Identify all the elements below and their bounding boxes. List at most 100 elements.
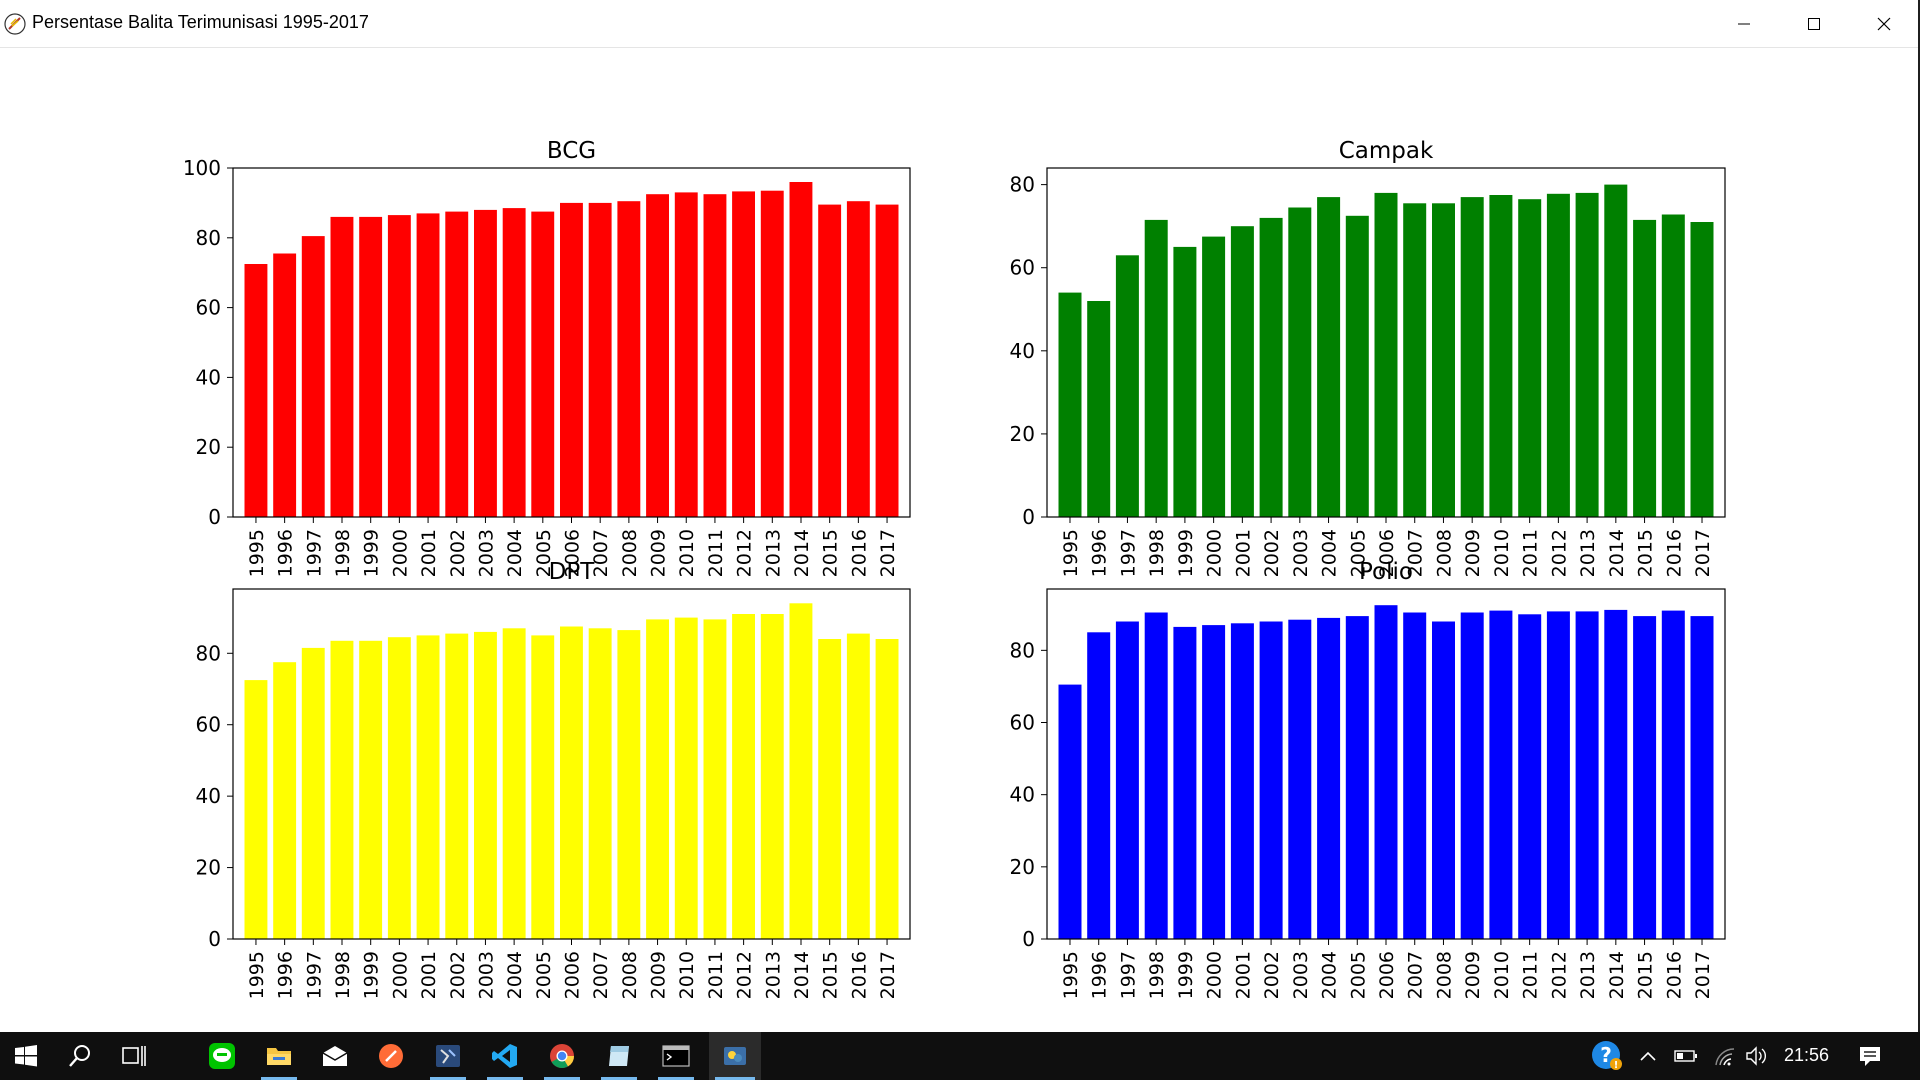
taskbar-app-vscode[interactable] <box>481 1032 529 1080</box>
x-tick-label: 2008 <box>1434 951 1456 999</box>
bar-2012 <box>1546 193 1570 518</box>
bar-2006 <box>560 202 583 517</box>
x-tick-label: 2011 <box>1520 951 1542 999</box>
y-tick-label: 0 <box>1022 505 1035 529</box>
x-tick-label: 1997 <box>1117 529 1139 577</box>
volume-tray-button[interactable] <box>1735 1032 1779 1080</box>
x-tick-label: 1997 <box>303 951 325 999</box>
y-tick-label: 60 <box>1010 256 1035 280</box>
bar-1997 <box>301 236 325 517</box>
bar-2007 <box>588 202 612 517</box>
x-tick-label: 2007 <box>590 951 612 999</box>
wifi-icon <box>1715 1048 1735 1066</box>
bar-2006 <box>1374 605 1398 939</box>
y-tick-label: 40 <box>196 784 221 808</box>
python-feather-icon <box>4 13 26 35</box>
x-tick-label: 2011 <box>1520 529 1542 577</box>
x-tick-label: 1998 <box>332 529 354 577</box>
x-tick-label: 1999 <box>1175 529 1197 577</box>
taskbar-app-postman[interactable] <box>367 1032 415 1080</box>
search-icon <box>69 1045 90 1067</box>
help-tray-button[interactable]: ? ! <box>1583 1032 1631 1080</box>
subplot-bcg: 0 20 40 60 80 100 1995 1996 1997 1998 1999 2000 2001… <box>183 138 911 577</box>
minimize-button[interactable] <box>1709 0 1779 47</box>
x-tick-label: 2015 <box>820 951 842 999</box>
x-tick-label: 2014 <box>791 951 813 999</box>
x-tick-label: 2011 <box>705 529 727 577</box>
x-tick-label: 1998 <box>1146 951 1168 999</box>
x-tick-label: 2001 <box>1232 951 1254 999</box>
window-border <box>1918 0 1920 1032</box>
x-tick-label: 2000 <box>389 951 411 999</box>
x-tick-label: 2001 <box>1232 529 1254 577</box>
clock[interactable]: 21:56 <box>1784 1045 1830 1065</box>
maximize-button[interactable] <box>1779 0 1849 47</box>
y-tick-label: 60 <box>1010 711 1035 735</box>
bar-2017 <box>1690 616 1714 939</box>
y-tick-label: 20 <box>196 856 221 880</box>
bar-2012 <box>1546 611 1570 939</box>
bar-2013 <box>1575 192 1599 517</box>
x-tick-label: 2001 <box>418 951 440 999</box>
taskbar-app-explorer[interactable] <box>255 1032 303 1080</box>
bar-2007 <box>1403 203 1427 518</box>
bar-2004 <box>1317 617 1341 939</box>
bar-1996 <box>1087 632 1111 939</box>
bar-2016 <box>846 633 870 939</box>
x-tick-label: 2016 <box>1663 529 1685 577</box>
taskbar-app-sticky-notes[interactable] <box>595 1032 643 1080</box>
x-tick-label: 2000 <box>1204 529 1226 577</box>
taskbar-app-python[interactable] <box>709 1032 761 1080</box>
action-center-button[interactable] <box>1846 1032 1894 1080</box>
x-tick-label: 2015 <box>820 529 842 577</box>
x-tick-label: 2000 <box>1204 951 1226 999</box>
bar-2000 <box>1202 236 1226 517</box>
start-button[interactable] <box>2 1032 50 1080</box>
x-tick-label: 2012 <box>734 951 756 999</box>
taskbar-app-ssms[interactable] <box>424 1032 472 1080</box>
subplot-title: DPT <box>549 559 596 585</box>
taskbar-app-terminal[interactable] <box>652 1032 700 1080</box>
bar-1997 <box>1115 255 1139 518</box>
x-tick-label: 1996 <box>1089 529 1111 577</box>
volume-icon <box>1746 1046 1766 1066</box>
python-icon <box>724 1047 746 1065</box>
subplot-dpt: 0 20 40 60 80 1995 1996 1997 1998 1999 2000 2001 200… <box>196 559 911 999</box>
x-tick-label: 2015 <box>1635 951 1657 999</box>
y-tick-label: 80 <box>196 226 221 250</box>
bar-2009 <box>1460 612 1484 939</box>
close-button[interactable] <box>1849 0 1919 47</box>
taskbar-app-chrome[interactable] <box>538 1032 586 1080</box>
y-tick-label: 80 <box>1010 638 1035 662</box>
windows-start-icon <box>15 1045 37 1067</box>
taskbar-app-line[interactable] <box>198 1032 246 1080</box>
x-tick-label: 1998 <box>1146 529 1168 577</box>
x-tick-label: 2004 <box>1319 529 1341 577</box>
search-button[interactable] <box>56 1032 104 1080</box>
x-tick-label: 2014 <box>1606 951 1628 999</box>
bar-2008 <box>1432 621 1455 939</box>
bar-2008 <box>617 630 641 939</box>
taskbar-app-mail[interactable] <box>311 1032 359 1080</box>
wifi-tray-button[interactable] <box>1703 1032 1747 1080</box>
bar-2011 <box>703 194 727 517</box>
bar-2010 <box>1489 610 1513 939</box>
battery-tray-button[interactable] <box>1664 1032 1708 1080</box>
bar-2017 <box>875 639 899 939</box>
x-tick-label: 1999 <box>1175 951 1197 999</box>
x-tick-label: 2009 <box>1462 529 1484 577</box>
task-view-button[interactable] <box>110 1032 158 1080</box>
x-tick-label: 1996 <box>275 529 297 577</box>
svg-text:!: ! <box>1614 1060 1619 1071</box>
bar-2008 <box>617 201 641 517</box>
y-tick-label: 0 <box>1022 927 1035 951</box>
x-tick-label: 2017 <box>1692 951 1714 999</box>
bar-2009 <box>646 619 669 939</box>
bar-2017 <box>1690 222 1714 517</box>
y-tick-label: 40 <box>196 365 221 389</box>
show-hidden-icons-button[interactable] <box>1626 1032 1670 1080</box>
bar-2010 <box>1489 195 1513 517</box>
notification-icon <box>1860 1047 1880 1066</box>
x-tick-label: 1995 <box>1060 951 1082 999</box>
